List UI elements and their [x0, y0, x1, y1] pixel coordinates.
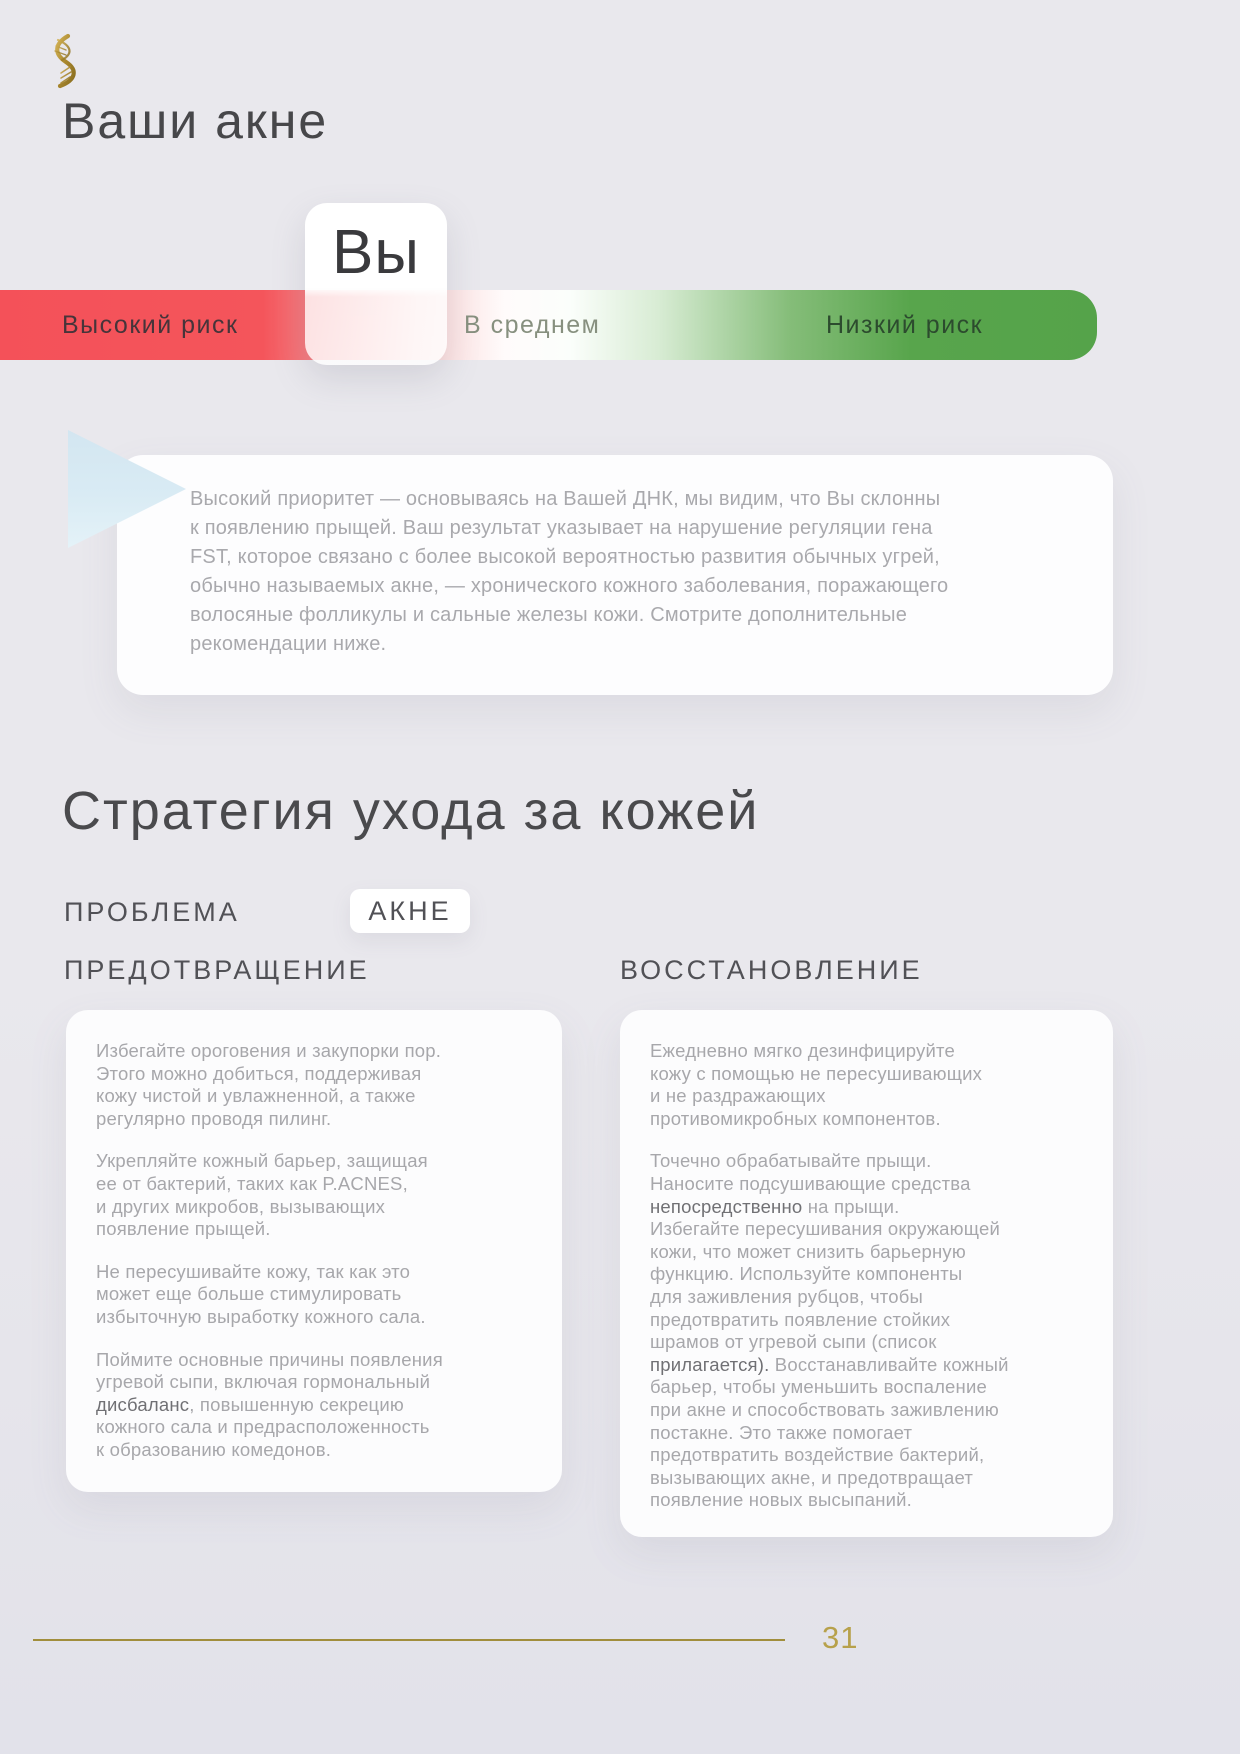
- restoration-paragraphs: Ежедневно мягко дезинфицируйте кожу с по…: [650, 1040, 1089, 1512]
- problem-label: ПРОБЛЕМА: [64, 897, 240, 927]
- dna-helix-icon: [46, 32, 80, 90]
- care-paragraph: Не пересушивайте кожу, так как это может…: [96, 1260, 426, 1327]
- problem-value-badge: АКНЕ: [350, 889, 470, 933]
- risk-gradient-bar: Высокий риск В среднем Низкий риск: [0, 290, 1097, 360]
- care-paragraph: Укрепляйте кожный барьер, защищая ее от …: [96, 1150, 428, 1240]
- summary-card: Высокий приоритет — основываясь на Вашей…: [117, 455, 1113, 695]
- restoration-card: Ежедневно мягко дезинфицируйте кожу с по…: [620, 1010, 1113, 1537]
- column-header-prevention: ПРЕДОТВРАЩЕНИЕ: [64, 955, 370, 985]
- risk-label-low: Низкий риск: [826, 311, 984, 339]
- risk-marker-label: Вы: [332, 218, 420, 287]
- prevention-paragraphs: Избегайте ороговения и закупорки пор. Эт…: [96, 1040, 538, 1462]
- risk-marker-card: Вы: [305, 203, 447, 365]
- page-number: 31: [822, 1620, 859, 1655]
- care-paragraph: Точечно обрабатывайте прыщи. Наносите по…: [650, 1150, 1009, 1511]
- prevention-card: Избегайте ороговения и закупорки пор. Эт…: [66, 1010, 562, 1492]
- care-paragraph: Избегайте ороговения и закупорки пор. Эт…: [96, 1040, 442, 1129]
- risk-label-medium: В среднем: [464, 311, 601, 339]
- page-title: Ваши акне: [62, 93, 329, 149]
- risk-label-high: Высокий риск: [62, 311, 239, 339]
- section-title: Стратегия ухода за кожей: [62, 781, 760, 841]
- summary-text: Высокий приоритет — основываясь на Вашей…: [190, 488, 949, 655]
- care-paragraph: Ежедневно мягко дезинфицируйте кожу с по…: [650, 1040, 983, 1129]
- footer-rule: [33, 1639, 785, 1641]
- column-header-restoration: ВОССТАНОВЛЕНИЕ: [620, 955, 923, 985]
- care-paragraph: Поймите основные причины появления угрев…: [96, 1348, 443, 1460]
